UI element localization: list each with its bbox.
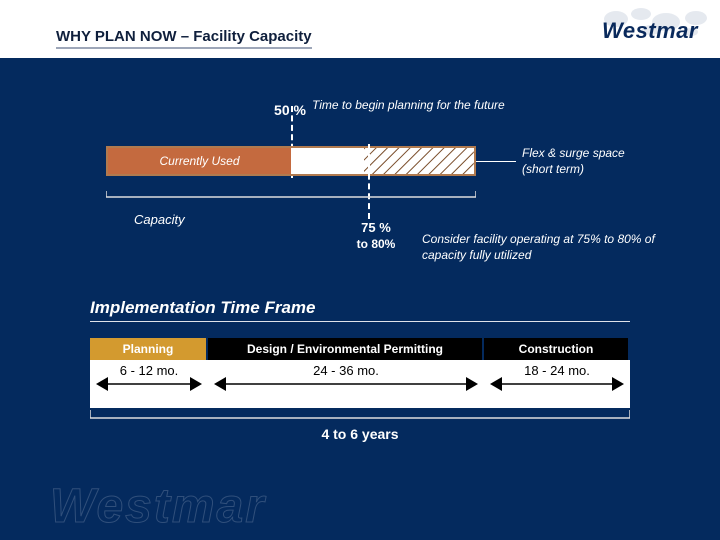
capacity-bracket (106, 188, 476, 198)
flex-surge-segment (364, 148, 474, 174)
logo-text: Westmar (602, 18, 698, 44)
marker-75-b: to 80% (357, 237, 396, 251)
note-50: Time to begin planning for the future (312, 98, 512, 112)
main-panel: 50 % Time to begin planning for the futu… (0, 58, 720, 540)
page-title: WHY PLAN NOW – Facility Capacity (56, 28, 312, 49)
duration-arrow-row: 6 - 12 mo. 24 - 36 mo. 18 - 24 mo. (90, 360, 630, 408)
total-duration-label: 4 to 6 years (90, 426, 630, 442)
flex-label: Flex & surge space (short term) (522, 146, 652, 177)
header: WHY PLAN NOW – Facility Capacity Westmar (0, 0, 720, 58)
marker-75-label: 75 % to 80% (336, 220, 416, 251)
phase-2: Design / Environmental Permitting (208, 338, 484, 360)
capacity-bar: Currently Used (106, 146, 476, 176)
phase-1: Planning (90, 338, 208, 360)
currently-used-segment: Currently Used (108, 148, 291, 174)
implementation-heading: Implementation Time Frame (90, 298, 630, 322)
watermark-text: Westmar (50, 479, 266, 534)
total-bracket (90, 410, 630, 424)
dash-75 (368, 144, 370, 219)
currently-used-label: Currently Used (159, 154, 239, 168)
consider-note: Consider facility operating at 75% to 80… (422, 232, 662, 263)
phase-3: Construction (484, 338, 630, 360)
svg-text:18 - 24 mo.: 18 - 24 mo. (524, 363, 590, 378)
flex-leader-line (476, 161, 516, 162)
logo-area: Westmar (510, 0, 720, 58)
marker-75-a: 75 % (361, 220, 391, 235)
phase-row: PlanningDesign / Environmental Permittin… (90, 338, 630, 360)
svg-text:6 - 12 mo.: 6 - 12 mo. (120, 363, 179, 378)
svg-text:24 - 36 mo.: 24 - 36 mo. (313, 363, 379, 378)
capacity-label: Capacity (134, 212, 185, 227)
